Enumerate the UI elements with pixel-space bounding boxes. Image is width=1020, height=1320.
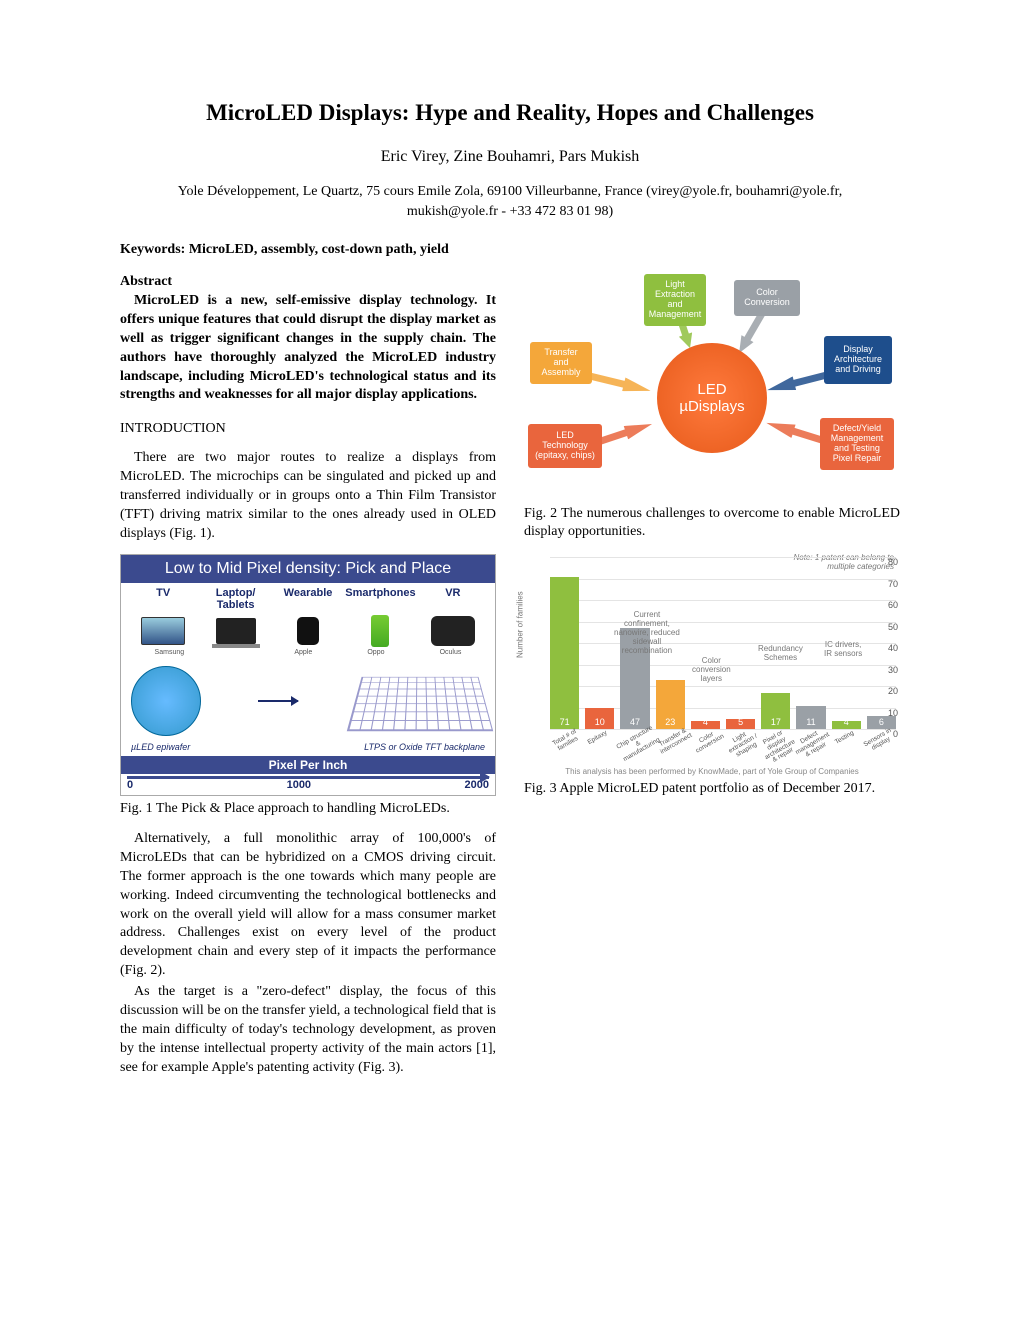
laptop-icon: [216, 618, 256, 644]
device-label: TV: [127, 587, 199, 611]
figure-1-middle: [121, 660, 495, 742]
figure-2-node: Transfer and Assembly: [530, 342, 592, 384]
bar-wrap: 71: [550, 577, 579, 730]
device-label: Wearable: [272, 587, 344, 611]
paragraph-2: Alternatively, a full monolithic array o…: [120, 830, 496, 981]
bar-value: 10: [585, 717, 614, 727]
bar: 6: [867, 716, 896, 729]
figure-2-node: Defect/Yield Management and Testing Pixe…: [820, 418, 894, 470]
paper-title: MicroLED Displays: Hype and Reality, Hop…: [120, 100, 900, 126]
device-label: Laptop/ Tablets: [199, 587, 271, 611]
bar: 71: [550, 577, 579, 730]
tv-icon: [141, 617, 185, 645]
figure-1-brands: Samsung Apple Oppo Oculus: [121, 649, 495, 660]
vr-icon: [431, 616, 475, 646]
brand-label: Apple: [294, 649, 312, 656]
bar-value: 11: [796, 717, 825, 727]
phone-icon: [371, 615, 389, 647]
figure-1-banner: Low to Mid Pixel density: Pick and Place: [121, 555, 495, 583]
figure-1-caption: Fig. 1 The Pick & Place approach to hand…: [120, 800, 496, 818]
watch-icon: [297, 617, 319, 645]
brand-label: Oppo: [367, 649, 384, 656]
paragraph-3: As the target is a "zero-defect" display…: [120, 983, 496, 1077]
affiliation-line-2: mukish@yole.fr - +33 472 83 01 98): [120, 204, 900, 220]
chart-annotation: Color conversion layers: [692, 657, 731, 683]
affiliation-line-1: Yole Développement, Le Quartz, 75 cours …: [120, 184, 900, 200]
bar-value: 23: [656, 717, 685, 727]
bar-wrap: 11: [796, 706, 825, 730]
chart-annotation: Redundancy Schemes: [758, 645, 803, 663]
tick-label: 1000: [287, 779, 311, 791]
center-node-line2: µDisplays: [679, 398, 744, 415]
x-labels: Total # of familiesEpitaxyChip structure…: [550, 729, 896, 763]
figure-2-caption: Fig. 2 The numerous challenges to overco…: [524, 505, 900, 541]
abstract-body-text: MicroLED is a new, self-emissive display…: [120, 293, 496, 402]
figure-2-node: Color Conversion: [734, 280, 800, 316]
abstract-heading: Abstract: [120, 274, 496, 290]
figure-3-plot: Note: 1 patent can belong to multiple ca…: [524, 553, 900, 763]
bar: 23: [656, 680, 685, 729]
bar-value: 47: [620, 717, 649, 727]
figure-2-center-node: LED µDisplays: [657, 343, 767, 453]
wafer-label: µLED epiwafer: [131, 742, 190, 752]
bar-wrap: 6: [867, 716, 896, 729]
figure-2-node: LED Technology (epitaxy, chips): [528, 424, 602, 468]
bar-value: 71: [550, 717, 579, 727]
bar-value: 6: [867, 717, 896, 727]
y-axis-label: Number of families: [516, 592, 525, 659]
figure-1-ticks: 0 1000 2000: [121, 779, 495, 795]
device-label: VR: [417, 587, 489, 611]
bar-wrap: 23: [656, 680, 685, 729]
bar-value: 4: [691, 717, 720, 727]
figure-1-axis: [121, 774, 495, 779]
figure-3: Note: 1 patent can belong to multiple ca…: [524, 553, 900, 776]
backplane-label: LTPS or Oxide TFT backplane: [364, 742, 485, 752]
tick-label: 0: [127, 779, 133, 791]
figure-2: LED µDisplays Light Extraction and Manag…: [524, 274, 900, 499]
axis-arrow-icon: [127, 776, 489, 779]
bar-wrap: 17: [761, 693, 790, 730]
bar: 17: [761, 693, 790, 730]
backplane-icon: [347, 677, 493, 731]
device-label: Smartphones: [344, 587, 416, 611]
figure-1-device-labels: TV Laptop/ Tablets Wearable Smartphones …: [121, 583, 495, 613]
section-heading-introduction: INTRODUCTION: [120, 421, 496, 437]
right-column: LED µDisplays Light Extraction and Manag…: [524, 274, 900, 1080]
chart-annotation: IC drivers, IR sensors: [824, 641, 862, 659]
bar: 11: [796, 706, 825, 730]
brand-label: Samsung: [155, 649, 185, 656]
arrow-right-icon: [258, 700, 298, 702]
figure-2-node: Display Architecture and Driving: [824, 336, 892, 384]
bar-value: 4: [832, 717, 861, 727]
figure-1: Low to Mid Pixel density: Pick and Place…: [120, 554, 496, 796]
figure-3-caption: Fig. 3 Apple MicroLED patent portfolio a…: [524, 780, 900, 798]
figure-1-device-icons: [121, 613, 495, 649]
paragraph-1: There are two major routes to realize a …: [120, 449, 496, 543]
figure-1-ppi-band: Pixel Per Inch: [121, 756, 495, 774]
bar-value: 5: [726, 717, 755, 727]
figure-1-sublabels: µLED epiwafer LTPS or Oxide TFT backplan…: [121, 742, 495, 756]
abstract-text: MicroLED is a new, self-emissive display…: [120, 292, 496, 405]
figure-2-node: Light Extraction and Management: [644, 274, 706, 326]
keywords: Keywords: MicroLED, assembly, cost-down …: [120, 242, 900, 258]
wafer-icon: [131, 666, 201, 736]
center-node-line1: LED: [697, 381, 726, 398]
chart-annotation: Current confinement, nanowire, reduced s…: [614, 611, 680, 655]
authors: Eric Virey, Zine Bouhamri, Pars Mukish: [120, 148, 900, 166]
brand-label: Oculus: [440, 649, 462, 656]
left-column: Abstract MicroLED is a new, self-emissiv…: [120, 274, 496, 1080]
two-column-body: Abstract MicroLED is a new, self-emissiv…: [120, 274, 900, 1080]
